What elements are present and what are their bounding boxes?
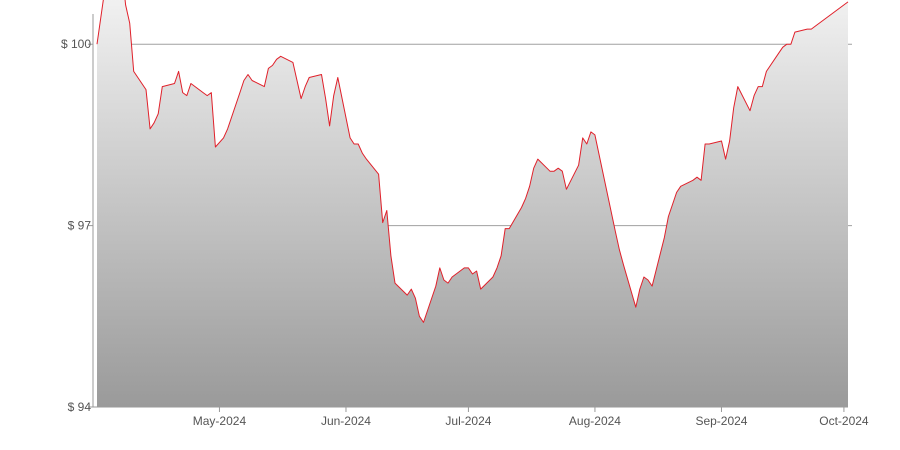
axes bbox=[88, 14, 848, 412]
x-tick-label: Oct-2024 bbox=[819, 414, 869, 428]
y-tick-label: $ 94 bbox=[68, 400, 92, 414]
x-tick-label: Jun-2024 bbox=[321, 414, 371, 428]
x-tick-label: Aug-2024 bbox=[569, 414, 621, 428]
x-tick-labels: May-2024 Jun-2024 Jul-2024 Aug-2024 Sep-2024… bbox=[193, 414, 869, 428]
x-tick-label: May-2024 bbox=[193, 414, 247, 428]
y-tick-label: $ 97 bbox=[68, 219, 92, 233]
series-area bbox=[96, 0, 849, 407]
x-tick-label: Jul-2024 bbox=[445, 414, 491, 428]
x-tick-label: Sep-2024 bbox=[695, 414, 747, 428]
series-line bbox=[96, 0, 849, 323]
y-tick-labels: $ 94 $ 97 $ 100 bbox=[61, 37, 91, 414]
y-tick-label: $ 100 bbox=[61, 37, 91, 51]
series-fill bbox=[97, 0, 848, 407]
